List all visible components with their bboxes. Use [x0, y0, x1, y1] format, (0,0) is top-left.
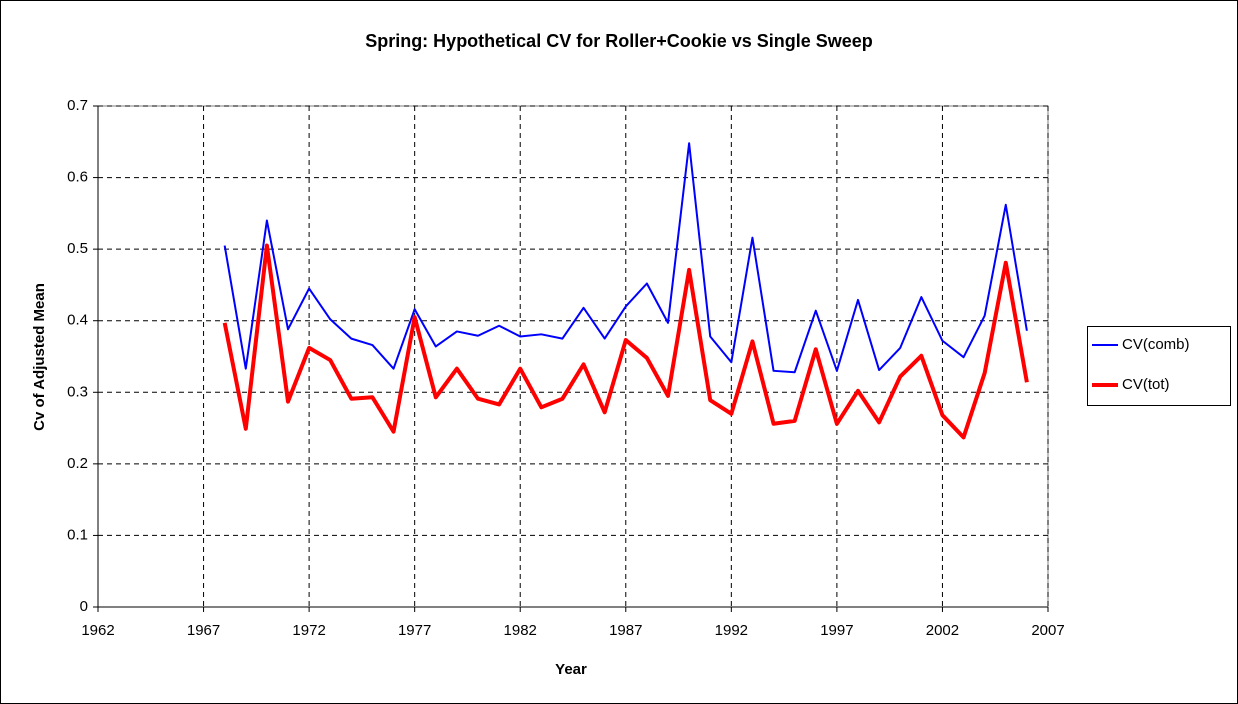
y-tick-label: 0.6	[67, 169, 88, 186]
y-tick-label: 0.7	[67, 97, 88, 114]
data-line	[223, 142, 1028, 374]
data-line	[222, 243, 1029, 440]
y-tick-label: 0.2	[67, 455, 88, 472]
x-tick-label: 1987	[609, 622, 642, 639]
legend	[1087, 326, 1231, 406]
x-tick-label: 1997	[820, 622, 853, 639]
legend-label: CV(tot)	[1122, 376, 1170, 393]
y-tick-label: 0	[80, 598, 88, 615]
y-tick-label: 0.3	[67, 383, 88, 400]
x-tick-label: 2007	[1031, 622, 1064, 639]
x-tick-label: 1972	[292, 622, 325, 639]
x-tick-label: 2002	[926, 622, 959, 639]
y-tick-label: 0.4	[67, 312, 88, 329]
x-tick-label: 1962	[81, 622, 114, 639]
y-axis-label: Cv of Adjusted Mean	[31, 283, 48, 431]
plot-area	[97, 105, 1049, 608]
legend-label: CV(comb)	[1122, 336, 1190, 353]
x-tick-label: 1982	[504, 622, 537, 639]
x-axis-label: Year	[555, 661, 587, 678]
x-tick-label: 1977	[398, 622, 431, 639]
chart-title: Spring: Hypothetical CV for Roller+Cooki…	[365, 31, 873, 51]
x-tick-label: 1967	[187, 622, 220, 639]
y-tick-label: 0.1	[67, 526, 88, 543]
y-tick-label: 0.5	[67, 240, 88, 257]
x-tick-label: 1992	[715, 622, 748, 639]
